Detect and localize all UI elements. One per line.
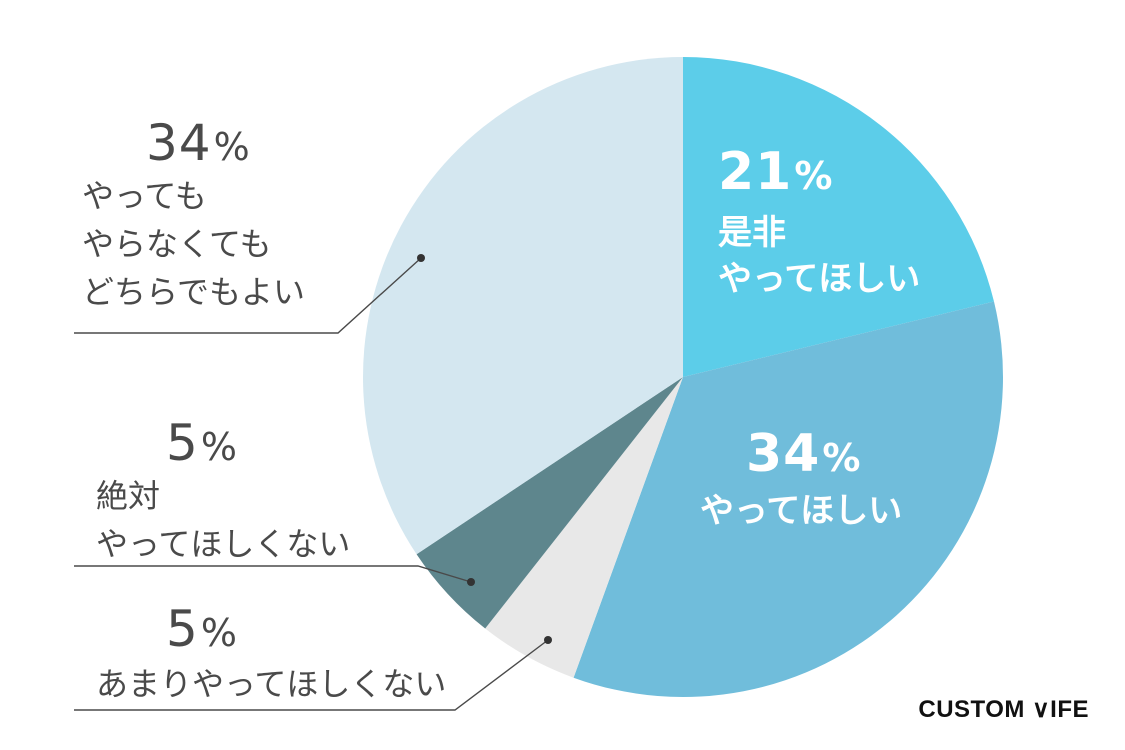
label-slice-5: 34% やっても やらなくても どちらでもよい (82, 118, 305, 316)
slice-4-percent: 5% (166, 414, 238, 472)
slice-5-percent: 34% (146, 114, 251, 172)
slice-1-percent: 21% (718, 142, 834, 202)
pie-slice-5 (363, 57, 683, 555)
slice-4-text-line-2: やってほしくない (96, 525, 351, 563)
pie-slice-3 (485, 377, 683, 678)
pie-slice-4 (416, 377, 683, 629)
leader-line-slice-4 (74, 565, 472, 583)
slice-3-text-line-1: あまりやってほしくない (96, 665, 447, 703)
slice-4-text-line-1: 絶対 (96, 477, 161, 515)
slice-1-text-line-1: 是非 (718, 213, 786, 253)
label-slice-1: 21% 是非 やってほしい (718, 146, 920, 302)
label-slice-3: 5% あまりやってほしくない (96, 604, 446, 708)
label-slice-4: 5% 絶対 やってほしくない (96, 418, 350, 568)
leader-line-slice-5 (74, 257, 422, 334)
leader-dot-slice-3 (544, 636, 552, 644)
slice-2-text-line-1: やってほしい (700, 491, 903, 531)
slice-1-text-line-2: やってほしい (718, 259, 921, 299)
leader-dot-slice-5 (417, 254, 425, 262)
brand-logo: CUSTOM ∨IFE (918, 696, 1089, 723)
slice-5-text-line-1: やっても (82, 177, 207, 215)
slice-3-percent: 5% (166, 600, 238, 658)
leader-line-slice-3 (74, 639, 549, 711)
slice-5-text-line-3: どちらでもよい (82, 273, 306, 311)
slice-5-text-line-2: やらなくても (82, 225, 272, 263)
slice-2-percent: 34% (746, 424, 862, 484)
label-slice-2: 34% やってほしい (700, 428, 902, 534)
leader-dot-slice-4 (467, 578, 475, 586)
pie-slice-1 (683, 57, 994, 377)
pie-slice-2 (573, 301, 1003, 697)
